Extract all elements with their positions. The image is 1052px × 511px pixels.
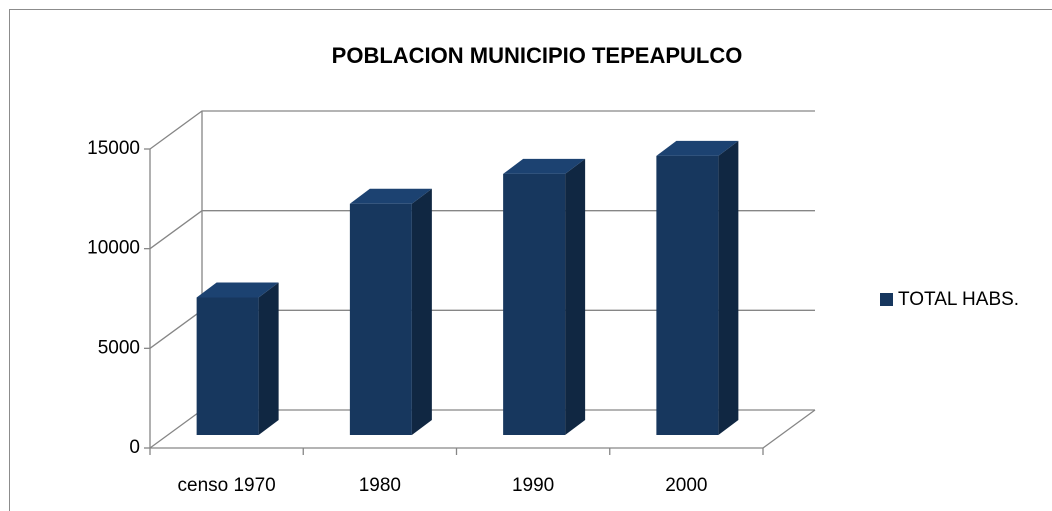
x-tick-label: 1990 (512, 475, 554, 496)
bar (656, 140, 739, 435)
bar-top (503, 158, 586, 174)
bar-top (196, 282, 279, 298)
bar-side (411, 188, 432, 435)
bar (349, 188, 432, 435)
bar-side (258, 282, 279, 435)
bar (196, 282, 279, 435)
floor-edge (762, 409, 816, 449)
bar-front (503, 173, 566, 435)
bar-front (349, 203, 412, 435)
x-tick-label: 2000 (665, 475, 707, 496)
grid-line (149, 210, 815, 250)
x-tick-label: censo 1970 (178, 475, 276, 496)
bar-top (349, 188, 432, 204)
chart-title: POBLACION MUNICIPIO TEPEAPULCO (332, 43, 743, 68)
y-tick-label: 0 (129, 437, 140, 458)
bar-side (718, 140, 739, 435)
y-tick-label: 5000 (98, 337, 140, 358)
bar-front (196, 297, 259, 435)
x-tick-label: 1980 (359, 475, 401, 496)
bar-top (656, 140, 739, 156)
legend-swatch (880, 293, 893, 306)
grid-line (149, 110, 815, 150)
y-tick-label: 15000 (87, 138, 140, 159)
bar-front (656, 155, 719, 435)
bar (503, 158, 586, 435)
bar-side (565, 158, 586, 435)
legend-label: TOTAL HABS. (898, 289, 1019, 310)
y-tick-label: 10000 (87, 238, 140, 259)
